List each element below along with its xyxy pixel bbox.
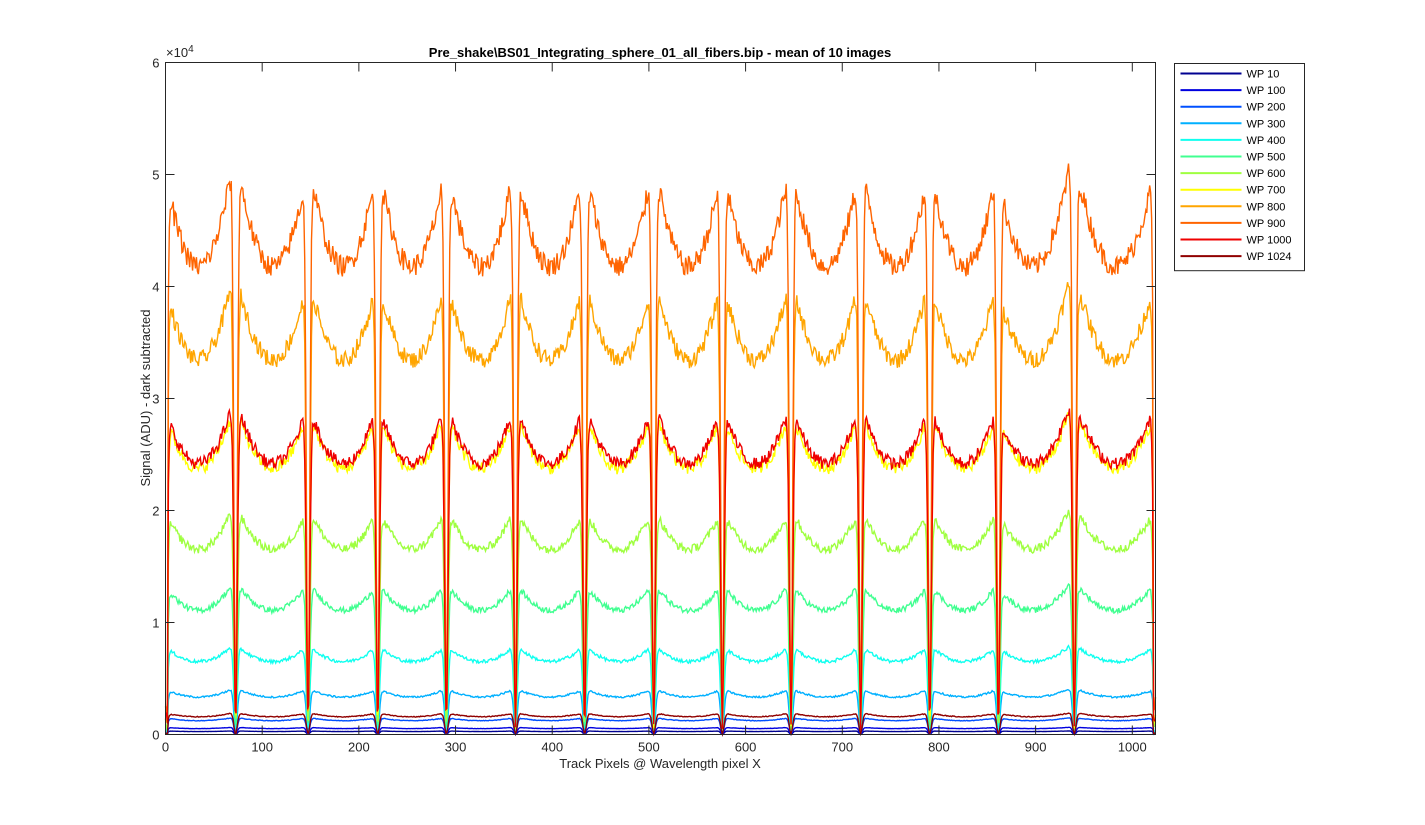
series-line (164, 688, 1157, 735)
x-tick-label: 300 (445, 740, 467, 755)
series-line (165, 730, 1156, 736)
legend-entry: WP 800 (1247, 201, 1286, 213)
legend-entry: WP 300 (1247, 118, 1286, 130)
y-tick-label: 5 (152, 168, 159, 183)
series-line (164, 282, 1157, 728)
x-axis-label: Track Pixels @ Wavelength pixel X (559, 756, 761, 771)
series-line (164, 509, 1157, 731)
series-line (164, 411, 1157, 729)
x-tick-label: 100 (251, 740, 273, 755)
legend-box (1174, 63, 1305, 272)
y-exponent-label: ×104 (166, 44, 194, 60)
legend-entry: WP 100 (1247, 85, 1286, 97)
legend-entry: WP 1000 (1247, 235, 1292, 247)
legend: WP 10 WP 100 WP 200 WP 300 WP 400 WP 500 WP 60… (1174, 63, 1305, 272)
series-line (165, 712, 1156, 737)
x-tick-label: 700 (831, 740, 853, 755)
x-tick-label: 400 (541, 740, 563, 755)
legend-entry: WP 10 (1247, 69, 1280, 81)
series-line (165, 726, 1156, 736)
y-tick-label: 4 (152, 280, 159, 295)
series-line (165, 407, 1156, 731)
x-tick-label: 800 (928, 740, 950, 755)
x-tick-label: 900 (1025, 740, 1047, 755)
legend-entry: WP 400 (1247, 135, 1286, 147)
plot-lines (164, 163, 1157, 737)
series-line (165, 717, 1156, 737)
y-tick-label: 6 (152, 56, 159, 71)
legend-entry: WP 1024 (1247, 251, 1292, 263)
axis-ticks: 0 100 200 300 400 500 600 700 800 900 1000 0 1 2 3 4 5 6 (152, 56, 1156, 755)
x-tick-label: 1000 (1118, 740, 1147, 755)
legend-entry: WP 700 (1247, 185, 1286, 197)
x-tick-label: 200 (348, 740, 370, 755)
x-tick-label: 600 (735, 740, 757, 755)
legend-entry: WP 500 (1247, 152, 1286, 164)
legend-entry: WP 600 (1247, 168, 1286, 180)
series-line (164, 163, 1157, 725)
y-tick-label: 1 (152, 616, 159, 631)
x-tick-label: 0 (162, 740, 169, 755)
y-tick-label: 3 (152, 392, 159, 407)
series-line (164, 644, 1156, 734)
legend-entry: WP 900 (1247, 218, 1286, 230)
series-line (165, 582, 1156, 733)
chart-title: Pre_shake\BS01_Integrating_sphere_01_all… (429, 45, 891, 60)
x-tick-label: 500 (638, 740, 660, 755)
legend-entry: WP 200 (1247, 102, 1286, 114)
y-axis-label: Signal (ADU) - dark subtracted (138, 309, 153, 486)
y-tick-label: 2 (152, 504, 159, 519)
y-tick-label: 0 (152, 728, 159, 743)
